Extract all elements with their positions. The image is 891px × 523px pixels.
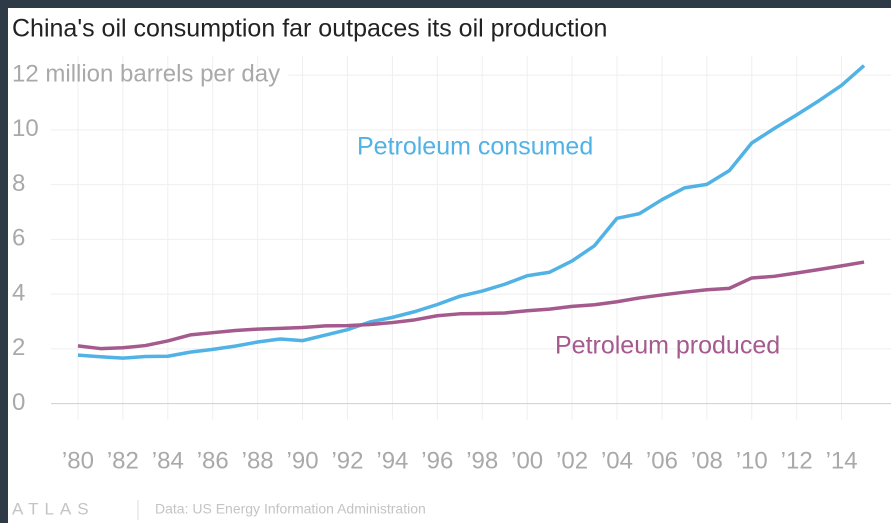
x-tick-label: ’86	[197, 447, 229, 474]
y-tick-label: 8	[12, 170, 25, 197]
series-label: Petroleum consumed	[357, 133, 593, 161]
series-line	[77, 64, 866, 360]
x-tick-label: ’88	[242, 447, 274, 474]
x-tick-label: ’80	[62, 447, 94, 474]
x-tick-label: ’84	[152, 447, 184, 474]
x-tick-label: ’98	[466, 447, 498, 474]
y-tick-label: 4	[12, 279, 25, 306]
y-tick-label: 6	[12, 225, 25, 252]
logo: ATLAS	[12, 499, 95, 518]
source: Data: US Energy Information Administrati…	[155, 501, 426, 517]
x-tick-label: ’90	[287, 447, 319, 474]
panel	[8, 8, 891, 523]
series-label: Petroleum produced	[555, 332, 780, 360]
y-tick-label: 10	[12, 115, 39, 142]
x-tick-label: ’96	[421, 447, 453, 474]
x-tick-label: ’12	[781, 447, 813, 474]
x-tick-label: ’00	[511, 447, 543, 474]
y-tick-label: 12 million barrels per day	[12, 61, 280, 88]
x-tick-label: ’10	[736, 447, 768, 474]
x-tick-label: ’92	[331, 447, 363, 474]
x-tick-label: ’06	[646, 447, 678, 474]
y-tick-label: 2	[12, 334, 25, 361]
x-tick-label: ’08	[691, 447, 723, 474]
x-tick-label: ’02	[556, 447, 588, 474]
x-tick-label: ’04	[601, 447, 633, 474]
x-tick-label: ’14	[826, 447, 858, 474]
series-line	[77, 260, 865, 351]
chart-title: China's oil consumption far outpaces its…	[12, 15, 607, 43]
x-tick-label: ’82	[107, 447, 139, 474]
y-tick-label: 0	[12, 389, 25, 416]
x-tick-label: ’94	[376, 447, 408, 474]
